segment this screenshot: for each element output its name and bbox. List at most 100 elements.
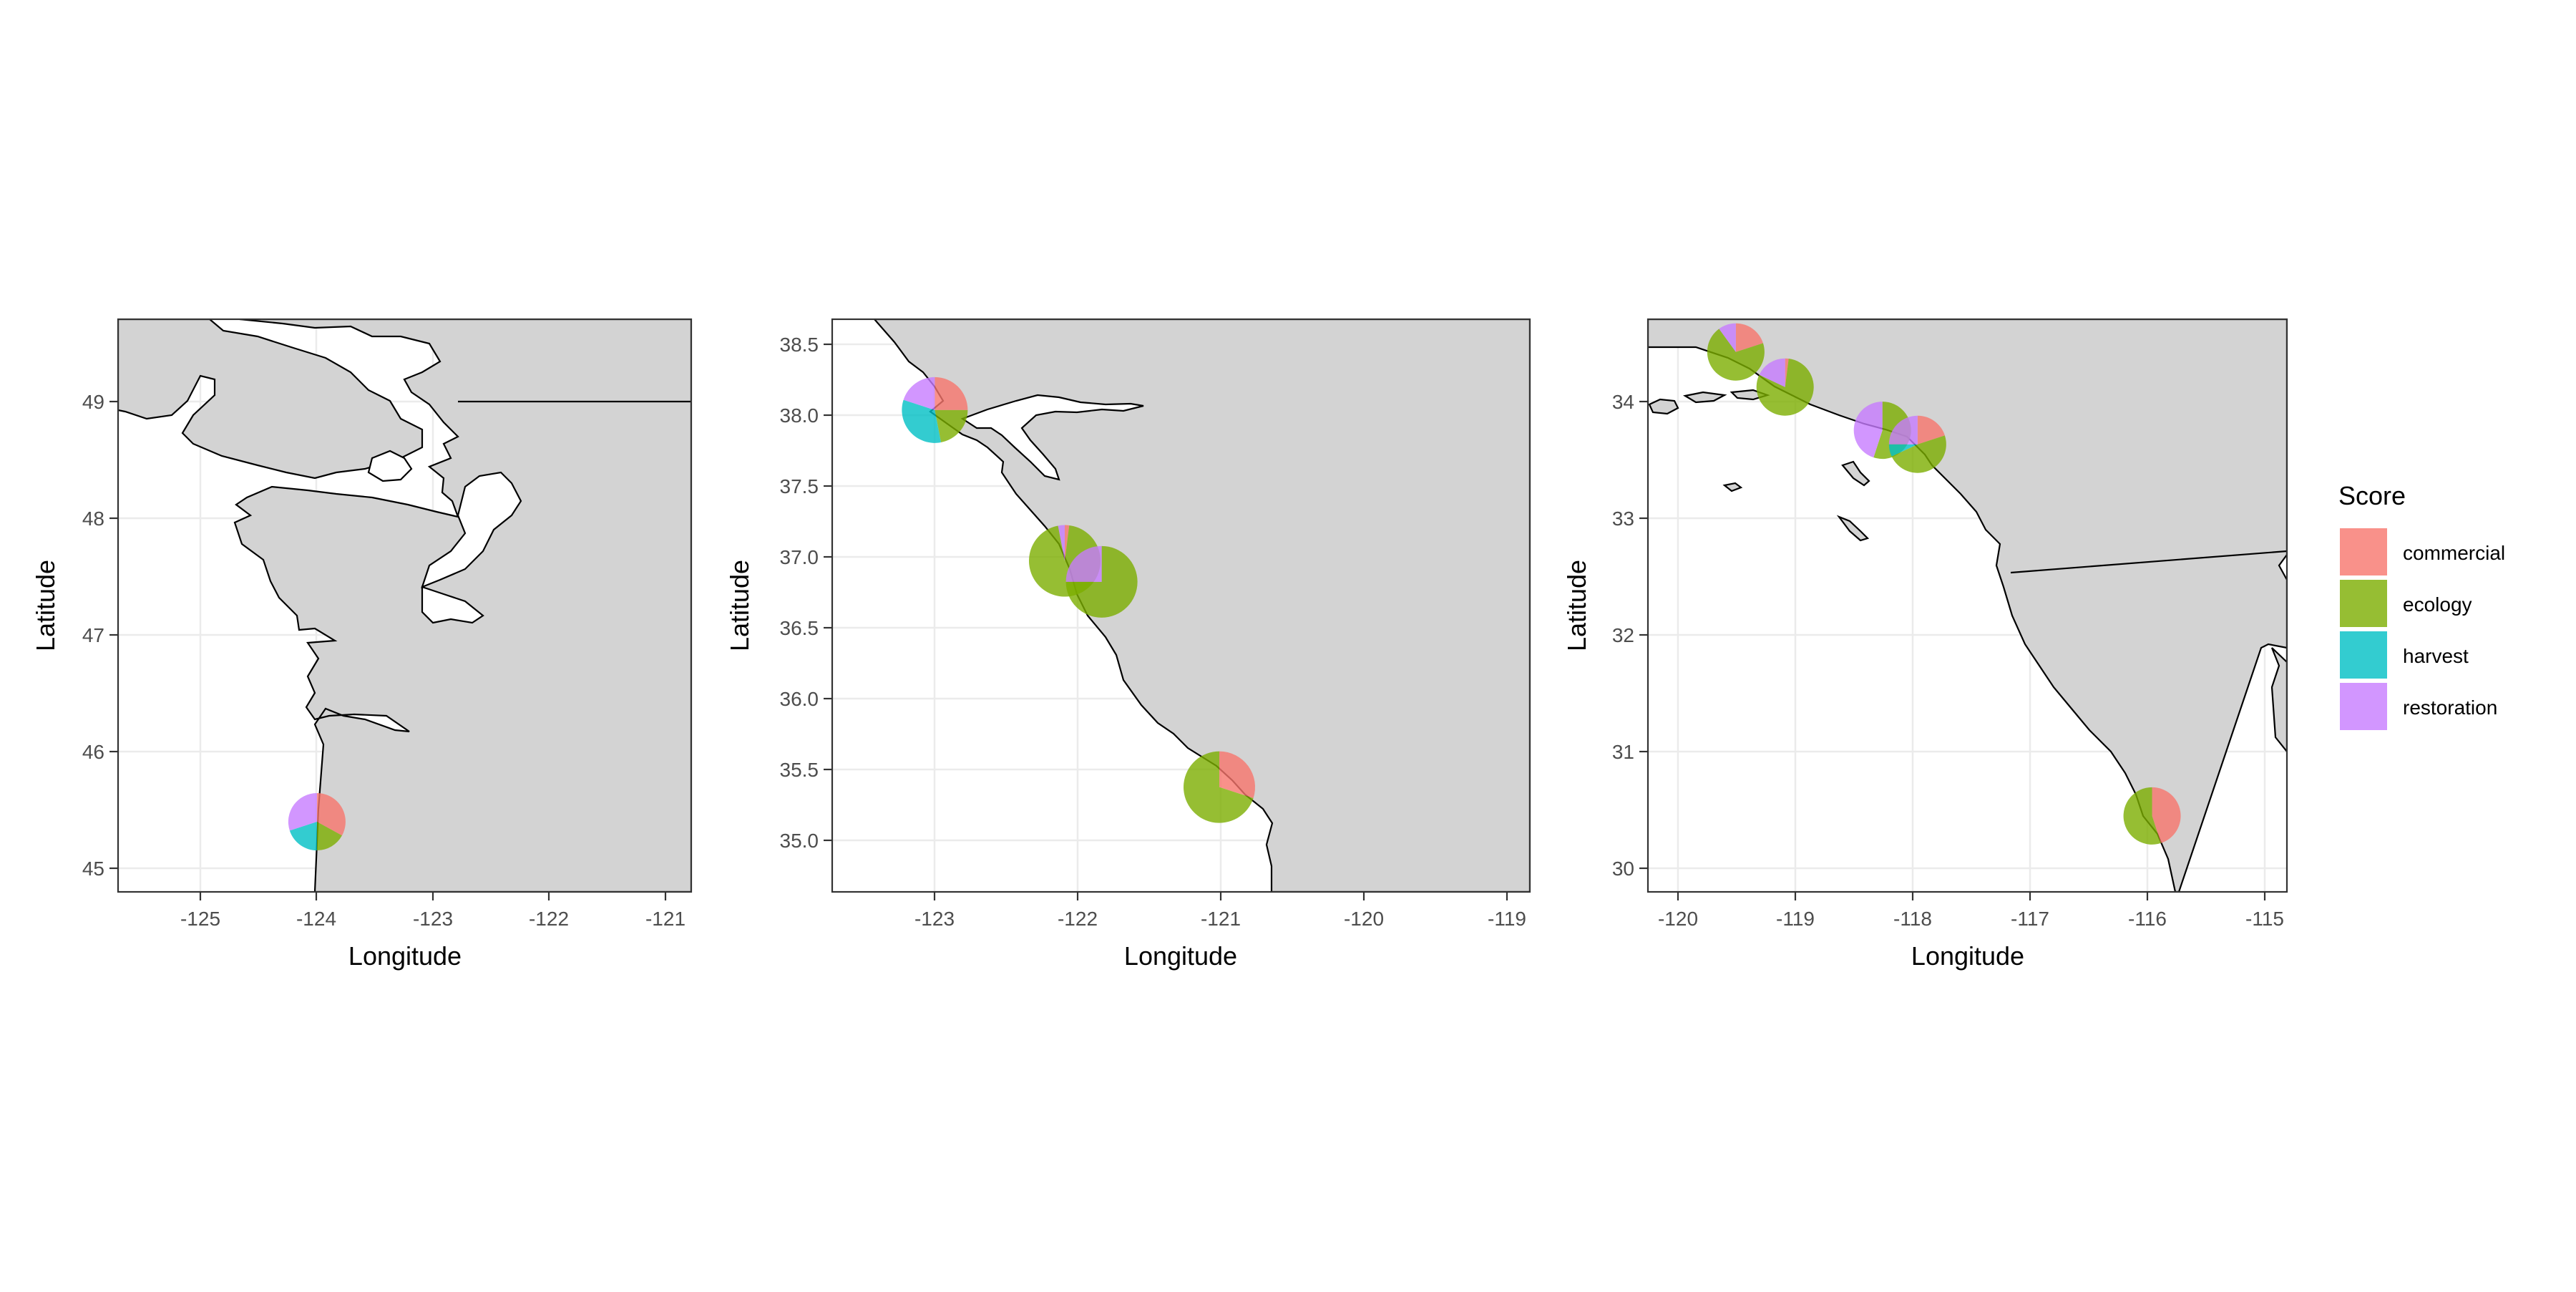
- pie-slice-restoration: [1719, 323, 1736, 352]
- legend-label: ecology: [2403, 593, 2472, 616]
- pies-north: [288, 793, 346, 851]
- pie-slice-commercial: [316, 793, 346, 836]
- x-tick-label: -122: [529, 908, 569, 930]
- panel-south-border: [1646, 318, 2288, 893]
- panel-central-y-ticks: [824, 343, 832, 842]
- legend: Score commercial ecology harvest restora…: [2338, 481, 2505, 730]
- y-tick-label: 34: [1612, 391, 1634, 413]
- x-tick-label: -120: [1658, 908, 1698, 930]
- y-tick-label: 35.0: [780, 830, 819, 852]
- panel-central-x-ticks: [933, 892, 1508, 900]
- y-axis-title: Latitude: [725, 560, 754, 651]
- y-tick-label: 33: [1612, 507, 1634, 530]
- pie-south-4: [1888, 415, 1946, 473]
- legend-title: Score: [2338, 481, 2406, 510]
- x-tick-label: -119: [1488, 908, 1526, 930]
- y-tick-label: 37.5: [780, 475, 819, 497]
- legend-key-ecology: [2340, 580, 2387, 627]
- pie-slice-restoration: [1759, 358, 1785, 387]
- pie-slice-restoration: [288, 793, 317, 831]
- channel-island-2: [1682, 391, 1727, 404]
- legend-item-ecology: ecology: [2340, 580, 2472, 627]
- pie-slice-ecology: [2123, 787, 2161, 845]
- channel-island-1: [1648, 398, 1679, 415]
- pie-slice-ecology: [1184, 751, 1254, 823]
- pie-central-1: [902, 377, 968, 443]
- x-tick-label: -120: [1344, 908, 1384, 930]
- y-axis-title: Latitude: [31, 560, 60, 651]
- x-tick-label: -123: [914, 908, 955, 930]
- x-axis-title: Longitude: [1911, 941, 2024, 971]
- y-tick-label: 35.5: [780, 759, 819, 781]
- pie-central-3: [1065, 545, 1138, 618]
- border-us-mexico: [2010, 550, 2287, 574]
- pie-slice-restoration: [1888, 415, 1918, 445]
- legend-key-restoration: [2340, 683, 2387, 730]
- pie-slice-restoration: [1058, 525, 1065, 561]
- pie-slice-ecology: [1756, 359, 1814, 416]
- pie-south-5: [2123, 787, 2181, 845]
- legend-label: restoration: [2403, 696, 2497, 719]
- x-tick-label: -125: [180, 908, 220, 930]
- y-tick-label: 45: [82, 858, 104, 880]
- panel-south-y-ticks: [1639, 400, 1648, 870]
- panel-central-y-tick-labels: 35.0 35.5 36.0 36.5 37.0 37.5 38.0 38.5: [780, 334, 819, 852]
- pie-slice-ecology: [935, 409, 968, 443]
- pie-slice-harvest: [289, 822, 317, 851]
- pie-slice-commercial: [1917, 415, 1945, 445]
- y-tick-label: 37.0: [780, 546, 819, 568]
- legend-label: commercial: [2403, 542, 2505, 564]
- x-axis-title: Longitude: [348, 941, 462, 971]
- panel-north-border: [117, 318, 693, 893]
- pie-slice-restoration: [903, 377, 935, 410]
- x-tick-label: -121: [1201, 908, 1241, 930]
- panel-north-y-tick-labels: 45 46 47 48 49: [82, 391, 104, 880]
- panel-central: -123 -122 -121 -120 -119 35.0 35.5 36.0 …: [725, 318, 1531, 971]
- pie-slice-ecology: [316, 822, 342, 851]
- pie-slice-commercial: [1785, 358, 1789, 387]
- x-axis-title: Longitude: [1124, 941, 1237, 971]
- y-tick-label: 49: [82, 391, 104, 413]
- legend-key-commercial: [2340, 528, 2387, 575]
- pies-south: [1707, 323, 2181, 845]
- y-tick-label: 38.5: [780, 334, 819, 356]
- land-puget-islands: [421, 471, 522, 588]
- y-tick-label: 36.5: [780, 617, 819, 639]
- x-tick-label: -115: [2245, 908, 2284, 930]
- panel-south-x-ticks: [1677, 892, 2266, 900]
- x-tick-label: -123: [413, 908, 453, 930]
- pie-slice-restoration: [1065, 545, 1102, 582]
- channel-island-6: [1836, 515, 1870, 542]
- panel-south-y-tick-labels: 30 31 32 33 34: [1612, 391, 1634, 880]
- panel-central-x-tick-labels: -123 -122 -121 -120 -119: [914, 908, 1526, 930]
- y-tick-label: 32: [1612, 624, 1634, 646]
- panel-central-border: [831, 318, 1531, 893]
- x-tick-label: -117: [2011, 908, 2049, 930]
- pie-slice-commercial: [2152, 787, 2181, 843]
- water-sf-bay: [960, 394, 1144, 481]
- pies-central: [902, 377, 1256, 823]
- legend-item-restoration: restoration: [2340, 683, 2497, 730]
- x-tick-label: -122: [1058, 908, 1098, 930]
- channel-island-5: [1841, 460, 1870, 487]
- channel-island-4: [1722, 482, 1743, 492]
- y-tick-label: 48: [82, 507, 104, 530]
- pie-south-2: [1756, 358, 1814, 416]
- x-tick-label: -118: [1893, 908, 1932, 930]
- pie-central-4: [1184, 751, 1256, 823]
- x-tick-label: -119: [1776, 908, 1815, 930]
- land-vancouver-island: [118, 319, 424, 480]
- pie-slice-commercial: [1065, 525, 1070, 561]
- pie-slice-restoration: [1853, 402, 1883, 458]
- y-tick-label: 38.0: [780, 404, 819, 427]
- y-axis-title: Latitude: [1562, 560, 1591, 651]
- y-tick-label: 36.0: [780, 688, 819, 710]
- water-hood-canal: [367, 450, 413, 482]
- panel-north-x-ticks: [199, 892, 667, 900]
- panel-north: -125 -124 -123 -122 -121 45 46 47 48 49 …: [31, 318, 693, 971]
- y-tick-label: 46: [82, 741, 104, 763]
- pie-slice-harvest: [1888, 444, 1918, 457]
- x-tick-label: -121: [645, 908, 686, 930]
